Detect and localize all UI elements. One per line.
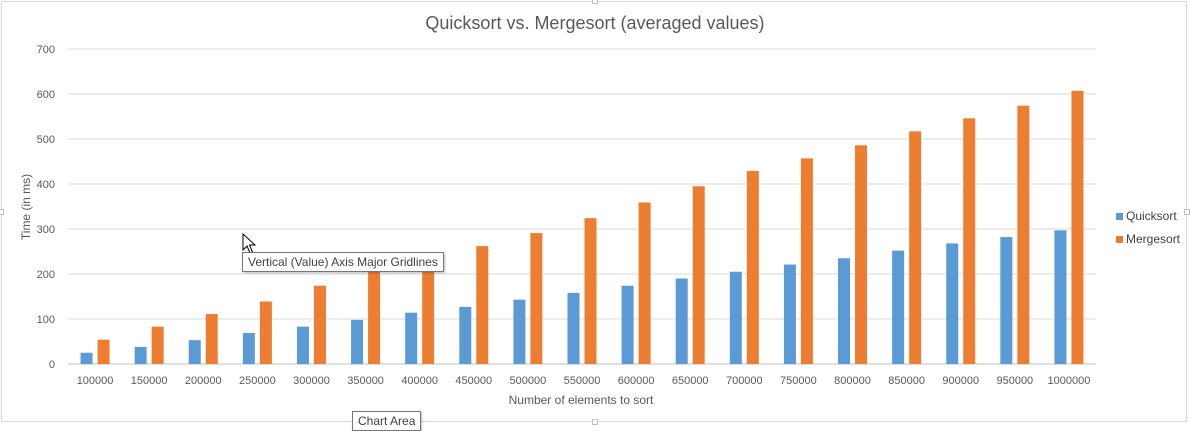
legend-entry[interactable]: Quicksort — [1126, 209, 1177, 223]
quicksort-bar[interactable] — [729, 271, 742, 364]
mergesort-bar[interactable] — [1017, 105, 1030, 364]
y-tick-label: 200 — [37, 269, 55, 281]
mergesort-bar[interactable] — [1071, 90, 1084, 364]
quicksort-bar[interactable] — [188, 340, 201, 364]
chart-title[interactable]: Quicksort vs. Mergesort (averaged values… — [425, 13, 764, 33]
x-tick-label: 1000000 — [1048, 375, 1091, 387]
legend-swatch — [1116, 213, 1123, 220]
legend[interactable]: Quicksort Mergesort — [1116, 209, 1181, 246]
mergesort-bar[interactable] — [530, 233, 543, 364]
bars[interactable] — [80, 90, 1084, 365]
quicksort-bar[interactable] — [242, 332, 255, 364]
x-tick-label: 350000 — [347, 375, 384, 387]
mergesort-bar[interactable] — [584, 218, 597, 364]
quicksort-bar[interactable] — [838, 258, 851, 364]
mergesort-bar[interactable] — [476, 246, 489, 364]
quicksort-bar[interactable] — [513, 299, 526, 364]
mergesort-bar[interactable] — [205, 314, 218, 364]
y-tick-label: 700 — [37, 44, 55, 56]
mergesort-bar[interactable] — [151, 326, 164, 364]
y-tick-label: 600 — [37, 89, 55, 101]
quicksort-bar[interactable] — [1000, 237, 1013, 364]
x-tick-label: 200000 — [185, 375, 222, 387]
x-tick-label: 250000 — [239, 375, 276, 387]
mergesort-bar[interactable] — [422, 266, 435, 364]
gridlines-tooltip: Vertical (Value) Axis Major Gridlines — [242, 252, 444, 272]
x-tick-label: 750000 — [780, 375, 817, 387]
x-tick-label: 650000 — [672, 375, 709, 387]
gridlines[interactable] — [68, 48, 1096, 365]
quicksort-bar[interactable] — [1054, 230, 1067, 364]
quicksort-bar[interactable] — [892, 250, 905, 364]
y-axis-title[interactable]: Time (in ms) — [19, 174, 33, 240]
mergesort-bar[interactable] — [692, 186, 705, 364]
mergesort-bar[interactable] — [855, 145, 868, 364]
resize-handle-top[interactable] — [592, 0, 598, 4]
x-tick-label: 900000 — [942, 375, 979, 387]
x-tick-label: 600000 — [618, 375, 655, 387]
x-tick-label: 400000 — [401, 375, 438, 387]
quicksort-bar[interactable] — [783, 264, 796, 364]
mergesort-bar[interactable] — [963, 118, 976, 364]
y-tick-label: 500 — [37, 134, 55, 146]
x-tick-label: 300000 — [293, 375, 330, 387]
x-tick-label: 700000 — [726, 375, 763, 387]
mergesort-bar[interactable] — [259, 301, 272, 364]
x-axis-tick-labels[interactable]: 100000 150000 200000 250000 300000 350000 4000… — [77, 375, 1091, 387]
y-tick-label: 300 — [37, 224, 55, 236]
quicksort-bar[interactable] — [405, 312, 418, 364]
quicksort-bar[interactable] — [80, 352, 93, 364]
x-tick-label: 800000 — [834, 375, 871, 387]
y-axis-tick-labels[interactable]: 0 100 200 300 400 500 600 700 — [37, 44, 55, 371]
mergesort-bar[interactable] — [909, 131, 922, 364]
x-tick-label: 550000 — [564, 375, 601, 387]
quicksort-bar[interactable] — [459, 306, 472, 364]
x-tick-label: 450000 — [455, 375, 492, 387]
quicksort-bar[interactable] — [621, 285, 634, 364]
x-axis-title[interactable]: Number of elements to sort — [509, 393, 654, 407]
quicksort-bar[interactable] — [134, 346, 147, 364]
legend-entry[interactable]: Mergesort — [1126, 232, 1181, 246]
mergesort-bar[interactable] — [97, 339, 110, 364]
legend-swatch — [1116, 236, 1123, 243]
mergesort-bar[interactable] — [368, 268, 381, 364]
resize-handle-left[interactable] — [0, 209, 4, 215]
quicksort-bar[interactable] — [567, 292, 580, 364]
y-tick-label: 400 — [37, 179, 55, 191]
quicksort-bar[interactable] — [675, 278, 688, 365]
x-tick-label: 850000 — [888, 375, 925, 387]
x-tick-label: 100000 — [77, 375, 114, 387]
mergesort-bar[interactable] — [638, 202, 651, 364]
mergesort-bar[interactable] — [313, 285, 326, 364]
quicksort-bar[interactable] — [351, 319, 364, 364]
mergesort-bar[interactable] — [746, 170, 759, 364]
y-tick-label: 100 — [37, 314, 55, 326]
chart-area-tooltip: Chart Area — [352, 411, 422, 431]
y-tick-label: 0 — [49, 359, 55, 371]
quicksort-bar[interactable] — [296, 326, 309, 364]
x-tick-label: 500000 — [510, 375, 547, 387]
quicksort-bar[interactable] — [946, 243, 959, 364]
x-tick-label: 150000 — [131, 375, 168, 387]
x-tick-label: 950000 — [996, 375, 1033, 387]
mergesort-bar[interactable] — [800, 158, 813, 364]
